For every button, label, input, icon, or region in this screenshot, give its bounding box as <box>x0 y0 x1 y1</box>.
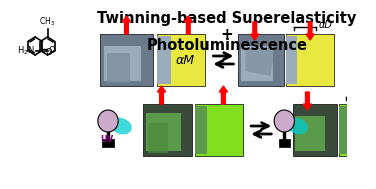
Text: O: O <box>46 48 52 57</box>
Bar <box>339 104 376 156</box>
Bar <box>157 34 205 86</box>
FancyArrow shape <box>122 16 130 34</box>
Text: αD: αD <box>318 20 332 30</box>
Bar <box>102 139 114 147</box>
FancyArrow shape <box>303 92 312 110</box>
Bar <box>104 46 141 81</box>
Bar <box>279 139 290 147</box>
Bar <box>238 34 284 86</box>
Text: +: + <box>221 27 233 42</box>
FancyArrow shape <box>251 22 259 40</box>
Circle shape <box>274 110 294 132</box>
Bar <box>100 34 153 86</box>
Text: CH$_3$: CH$_3$ <box>39 15 56 28</box>
Bar <box>241 46 273 81</box>
Bar <box>195 106 207 154</box>
Bar <box>148 123 168 153</box>
Ellipse shape <box>110 118 132 134</box>
Bar <box>157 36 171 84</box>
Bar <box>293 104 337 156</box>
Bar <box>146 113 181 151</box>
Text: UV: UV <box>101 135 114 143</box>
Text: H$_2$N: H$_2$N <box>17 44 35 57</box>
FancyArrow shape <box>359 92 367 110</box>
Bar <box>286 36 297 84</box>
Bar <box>339 106 349 154</box>
Text: O: O <box>49 46 55 55</box>
Ellipse shape <box>287 118 308 134</box>
Bar <box>143 104 192 156</box>
Text: αM: αM <box>176 53 195 67</box>
Circle shape <box>98 110 118 132</box>
Bar <box>107 53 130 83</box>
Polygon shape <box>246 48 275 76</box>
Bar <box>296 116 325 151</box>
FancyArrow shape <box>306 22 314 40</box>
Bar <box>195 104 243 156</box>
FancyArrow shape <box>158 86 166 104</box>
Bar <box>286 34 334 86</box>
FancyArrow shape <box>184 16 193 34</box>
Text: Photoluminescence: Photoluminescence <box>147 38 308 53</box>
FancyArrow shape <box>219 86 227 104</box>
Text: Twinning-based Superelasticity: Twinning-based Superelasticity <box>97 11 357 26</box>
